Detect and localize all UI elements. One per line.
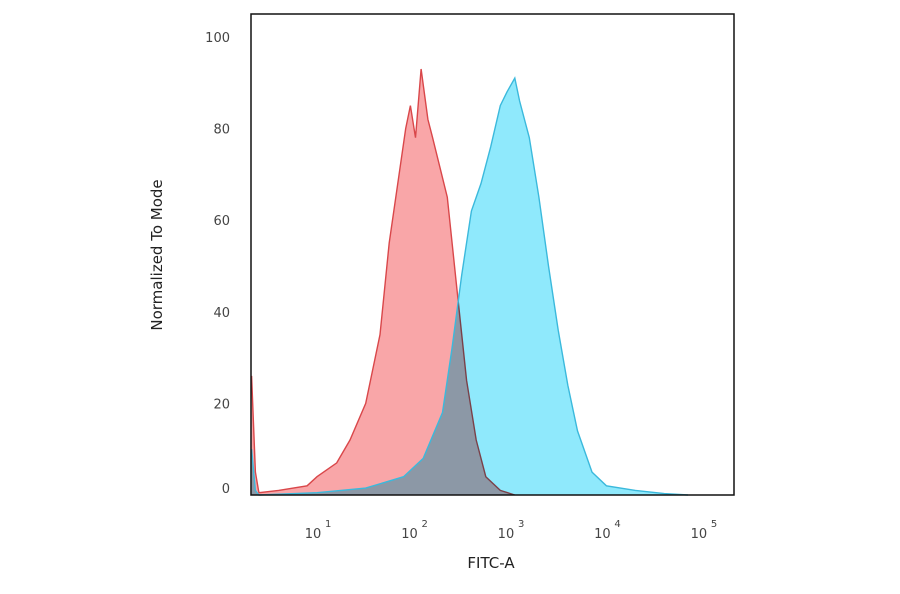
series-1-line (250, 76, 689, 496)
y-tick-label: 20 (213, 397, 230, 412)
y-tick-label: 60 (213, 214, 230, 229)
x-tick-label: 10 (594, 527, 611, 542)
x-tick-exponent: 5 (711, 519, 717, 530)
x-tick-label: 10 (305, 527, 322, 542)
x-tick-label: 10 (401, 527, 418, 542)
x-axis-label: FITC-A (467, 554, 515, 572)
series-1-area (251, 78, 688, 495)
x-tick-exponent: 2 (421, 519, 427, 530)
y-axis-ticks: 0 20 40 60 80 100 (205, 31, 230, 497)
y-tick-label: 0 (222, 482, 230, 497)
x-tick-exponent: 4 (614, 519, 620, 530)
x-tick-exponent: 1 (325, 519, 331, 530)
x-tick-exponent: 3 (518, 519, 524, 530)
y-tick-label: 100 (205, 31, 230, 46)
y-tick-label: 40 (213, 306, 230, 321)
y-axis-label: Normalized To Mode (148, 179, 166, 330)
x-tick-label: 10 (691, 527, 708, 542)
x-tick-label: 10 (498, 527, 515, 542)
series-layer (250, 68, 689, 496)
y-tick-label: 80 (213, 123, 230, 138)
plot-frame (250, 13, 735, 496)
